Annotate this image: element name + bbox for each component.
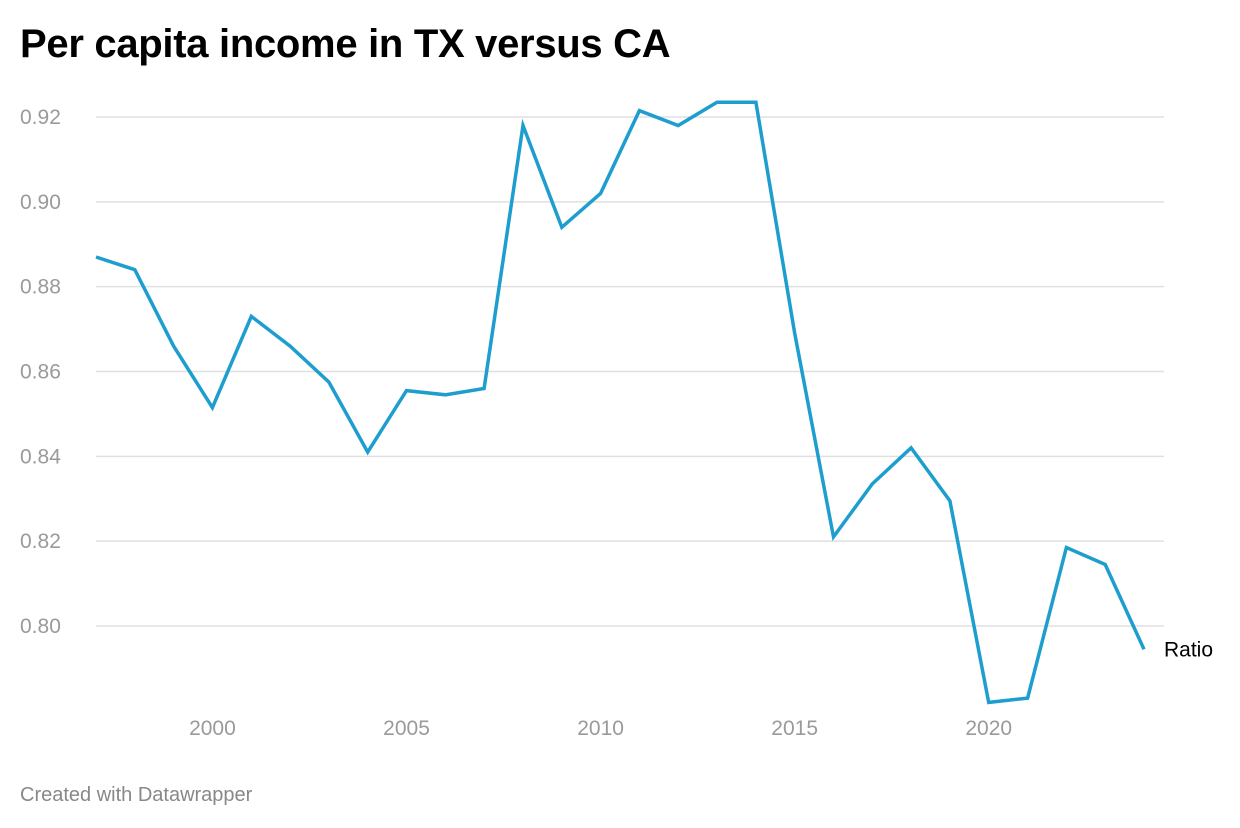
x-tick-label: 2005 [383, 717, 430, 740]
x-tick-label: 2015 [771, 717, 818, 740]
y-tick-label: 0.88 [20, 276, 61, 299]
series-label: Ratio [1164, 638, 1213, 661]
x-axis-tick-labels: 2000 2005 2010 2015 2020 [189, 717, 1012, 740]
chart-title: Per capita income in TX versus CA [20, 22, 671, 66]
series-lines [95, 100, 1146, 705]
series-labels: Ratio [1164, 638, 1213, 661]
y-tick-label: 0.86 [20, 361, 61, 384]
y-tick-label: 0.82 [20, 530, 61, 553]
y-tick-label: 0.84 [20, 445, 61, 468]
footer-credit: Created with Datawrapper [20, 784, 253, 806]
series-line-ratio [95, 100, 1146, 705]
gridlines [96, 116, 1164, 627]
x-tick-label: 2010 [577, 717, 624, 740]
y-tick-label: 0.92 [20, 106, 61, 129]
y-axis-tick-labels: 0.80 0.82 0.84 0.86 0.88 0.90 0.92 [20, 106, 61, 638]
x-tick-label: 2000 [189, 717, 236, 740]
y-tick-label: 0.90 [20, 191, 61, 214]
y-tick-label: 0.80 [20, 615, 61, 638]
x-tick-label: 2020 [965, 717, 1012, 740]
